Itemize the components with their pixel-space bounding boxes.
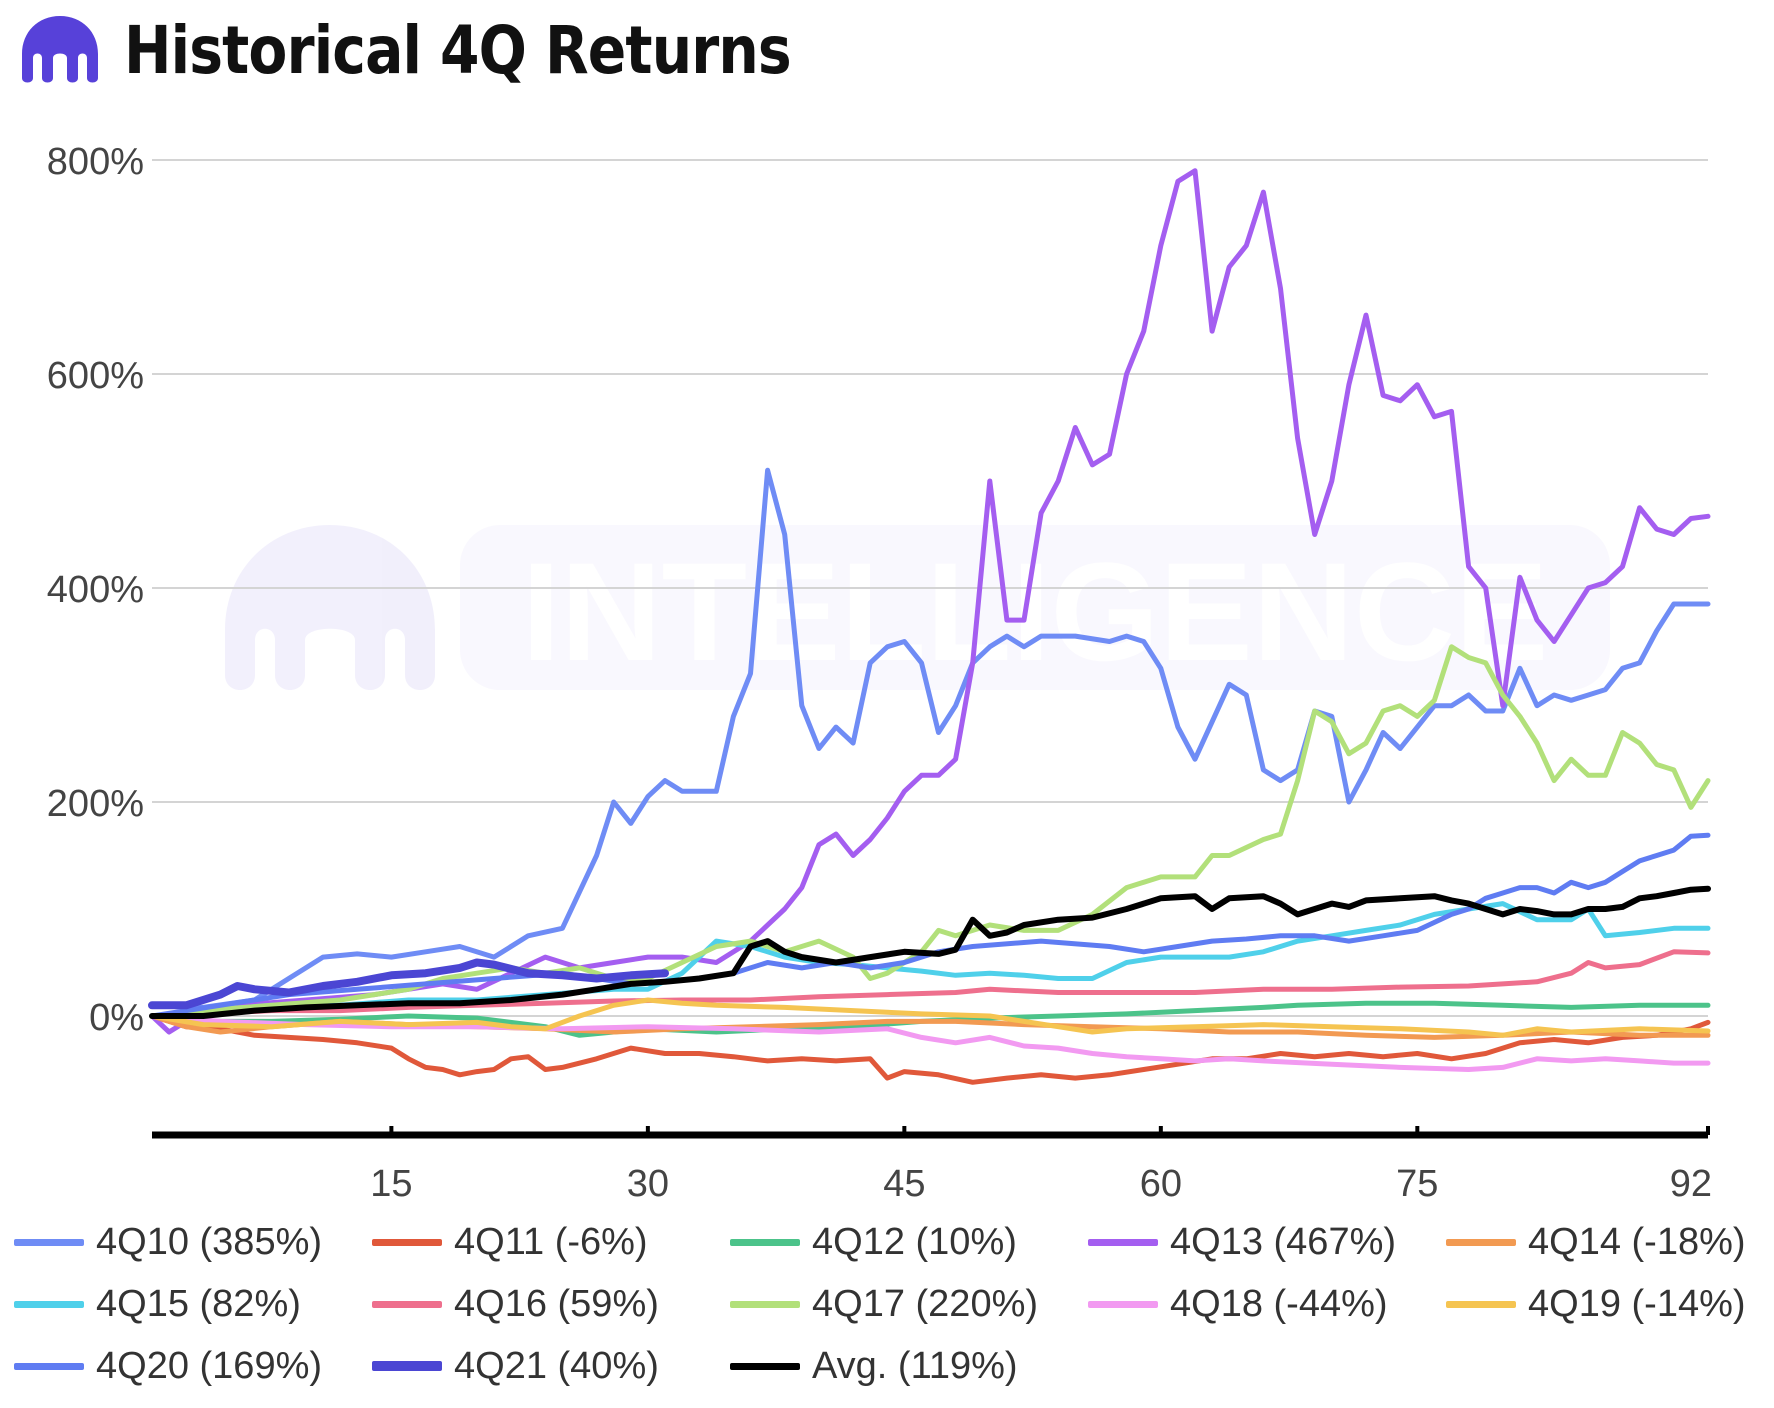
x-tick-label: 45 [883, 1163, 925, 1205]
line-chart: INTELLIGENCE 0% 200% 400% 600% 800% 15 30 45 60… [47, 141, 1712, 1205]
series-line-2 [149, 1000, 1711, 1038]
legend-label: 4Q12 (10%) [812, 1220, 1017, 1263]
y-tick-label: 400% [47, 569, 144, 611]
y-tick-label: 200% [47, 783, 144, 825]
x-tick-label: 92 [1670, 1163, 1712, 1205]
legend-label: 4Q16 (59%) [454, 1282, 659, 1325]
legend-item-8[interactable]: 4Q18 (-44%) [1088, 1282, 1446, 1326]
legend-item-0[interactable]: 4Q10 (385%) [14, 1220, 372, 1264]
legend-swatch [372, 1300, 442, 1308]
series-line-0 [149, 467, 1711, 1010]
legend-item-10[interactable]: 4Q20 (169%) [14, 1344, 372, 1388]
legend-item-9[interactable]: 4Q19 (-14%) [1446, 1282, 1764, 1326]
y-tick-label: 600% [47, 355, 144, 397]
legend-item-3[interactable]: 4Q13 (467%) [1088, 1220, 1446, 1264]
series-line-8 [149, 1013, 1711, 1072]
legend-item-7[interactable]: 4Q17 (220%) [730, 1282, 1088, 1326]
legend-swatch [1446, 1300, 1516, 1308]
x-tick-label: 30 [627, 1163, 669, 1205]
series-line-9 [149, 997, 1711, 1038]
legend-label: 4Q15 (82%) [96, 1282, 301, 1325]
legend-swatch [1446, 1238, 1516, 1246]
x-tick-label: 60 [1140, 1163, 1182, 1205]
legend-swatch [730, 1300, 800, 1308]
y-tick-label: 0% [89, 997, 144, 1039]
watermark: INTELLIGENCE [225, 525, 1548, 690]
kraken-logo-icon [22, 16, 98, 83]
x-tick-label: 15 [370, 1163, 412, 1205]
series-line-5 [149, 901, 1711, 1019]
series-line-3 [149, 168, 1711, 1035]
series-line-1 [149, 1013, 1711, 1085]
x-tick-label: 75 [1396, 1163, 1438, 1205]
kraken-logo-icon [225, 525, 435, 690]
legend-item-2[interactable]: 4Q12 (10%) [730, 1220, 1088, 1264]
y-tick-label: 800% [47, 141, 144, 183]
legend-swatch [14, 1362, 84, 1370]
legend-item-1[interactable]: 4Q11 (-6%) [372, 1220, 730, 1264]
series-line-10 [149, 832, 1711, 1019]
legend-label: 4Q20 (169%) [96, 1344, 323, 1387]
legend-item-11[interactable]: 4Q21 (40%) [372, 1344, 730, 1388]
legend-label: 4Q21 (40%) [454, 1344, 659, 1387]
legend-item-12[interactable]: Avg. (119%) [730, 1344, 1088, 1388]
legend-item-5[interactable]: 4Q15 (82%) [14, 1282, 372, 1326]
legend-swatch [372, 1361, 442, 1371]
legend-swatch [730, 1362, 800, 1370]
legend-label: 4Q10 (385%) [96, 1220, 323, 1263]
legend-label: 4Q11 (-6%) [454, 1220, 648, 1263]
legend-label: Avg. (119%) [812, 1344, 1018, 1387]
legend-label: 4Q14 (-18%) [1528, 1220, 1746, 1263]
legend-swatch [1088, 1300, 1158, 1308]
chart-legend: 4Q10 (385%) 4Q11 (-6%) 4Q12 (10%) 4Q13 (467… [14, 1220, 1764, 1388]
series-line-11 [148, 958, 669, 1010]
chart-header: Historical 4Q Returns [18, 8, 899, 92]
legend-swatch [14, 1300, 84, 1308]
series-line-12 [149, 885, 1711, 1019]
legend-swatch [14, 1238, 84, 1246]
legend-item-6[interactable]: 4Q16 (59%) [372, 1282, 730, 1326]
legend-label: 4Q13 (467%) [1170, 1220, 1397, 1263]
legend-label: 4Q18 (-44%) [1170, 1282, 1388, 1325]
legend-swatch [372, 1238, 442, 1246]
legend-swatch [730, 1238, 800, 1246]
chart-title: Historical 4Q Returns [124, 11, 792, 89]
legend-label: 4Q19 (-14%) [1528, 1282, 1746, 1325]
legend-swatch [1088, 1238, 1158, 1246]
legend-label: 4Q17 (220%) [812, 1282, 1039, 1325]
legend-item-4[interactable]: 4Q14 (-18%) [1446, 1220, 1764, 1264]
